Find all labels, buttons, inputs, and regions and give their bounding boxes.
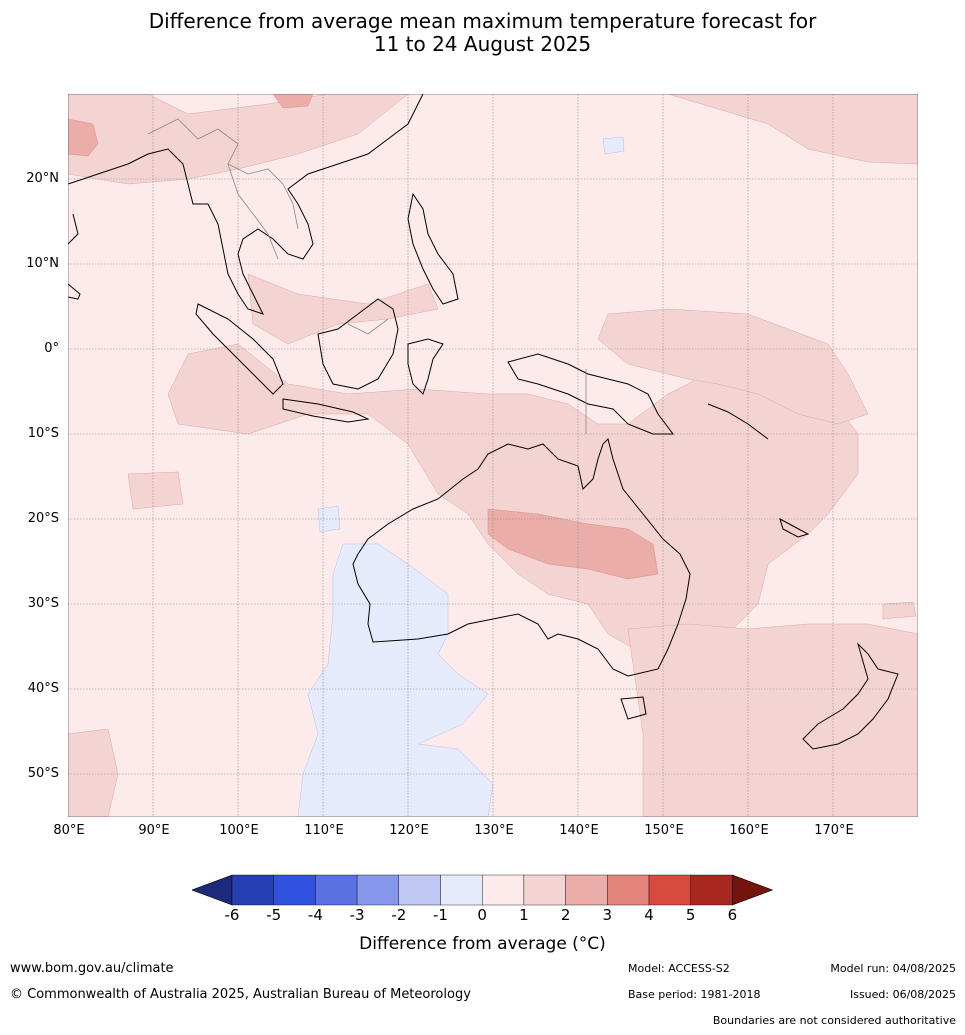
colorbar-segment (482, 874, 525, 906)
tasmania-coastline (620, 696, 647, 720)
india-south-coastline (68, 283, 81, 300)
lat-label-40s: 40°S (27, 681, 59, 696)
lat-label-20n: 20°N (26, 171, 59, 186)
lon-label-100e: 100°E (219, 823, 259, 838)
lon-label-160e: 160°E (729, 823, 769, 838)
colorbar-tick-label: -6 (224, 906, 240, 924)
colorbar-tick-label: -2 (391, 906, 407, 924)
india-coastline (68, 213, 79, 245)
colorbar-extend-high (732, 874, 774, 906)
colorbar-segment (273, 874, 316, 906)
title-line-1: Difference from average mean maximum tem… (148, 9, 817, 33)
footer-disclaimer: Boundaries are not considered authoritat… (712, 1014, 956, 1027)
solomon-islands-coastline (707, 403, 769, 440)
coastlines (68, 94, 899, 750)
asia-coastline (68, 94, 424, 315)
colorbar-tick-label: 4 (644, 906, 654, 924)
map-title: Difference from average mean maximum tem… (0, 10, 965, 56)
map-svg (68, 94, 918, 817)
lon-label-130e: 130°E (474, 823, 514, 838)
lat-label-20s: 20°S (27, 511, 59, 526)
new-caledonia-coastline (779, 517, 810, 538)
new-guinea-coastline (507, 353, 674, 435)
sumatra-coastline (195, 303, 284, 395)
footer-url: www.bom.gov.au/climate (10, 961, 174, 976)
title-line-2: 11 to 24 August 2025 (373, 32, 592, 56)
colorbar-segment (231, 874, 274, 906)
lat-label-0: 0° (44, 341, 59, 356)
colorbar-tick-label: 6 (727, 906, 738, 924)
colorbar-tick-label: -5 (266, 906, 282, 924)
colorbar-extend-low (191, 874, 233, 906)
lon-label-80e: 80°E (53, 823, 85, 838)
sulawesi-coastline (407, 338, 444, 395)
borneo-coastline (317, 298, 399, 390)
colorbar-tick-label: 3 (602, 906, 613, 924)
lon-label-150e: 150°E (644, 823, 684, 838)
lon-label-90e: 90°E (138, 823, 170, 838)
footer-copyright: © Commonwealth of Australia 2025, Austra… (10, 987, 471, 1002)
footer-base-period: Base period: 1981-2018 (628, 988, 761, 1001)
lon-label-170e: 170°E (814, 823, 854, 838)
forecast-map (68, 94, 918, 817)
footer-model: Model: ACCESS-S2 (628, 962, 730, 975)
colorbar-segment (356, 874, 400, 906)
colorbar-tick-label: 2 (560, 906, 571, 924)
colorbar-segment (440, 874, 483, 906)
colorbar-label: Difference from average (°C) (359, 934, 606, 954)
colorbar-segment (398, 874, 441, 906)
new-zealand-coastline (802, 642, 899, 750)
java-coastline (282, 398, 370, 423)
lon-label-120e: 120°E (389, 823, 429, 838)
lat-label-10s: 10°S (27, 426, 59, 441)
colorbar-tick-label: 1 (519, 906, 529, 924)
graticule (68, 94, 918, 817)
anomaly-neg1-to-0-regions (297, 136, 625, 817)
lat-label-50s: 50°S (27, 766, 59, 781)
colorbar-segment (648, 874, 691, 906)
colorbar-segment (565, 874, 608, 906)
colorbar-tick-label: 5 (685, 906, 696, 924)
colorbar-tick-label: -1 (433, 906, 448, 924)
colorbar (191, 874, 774, 910)
colorbar-segment (523, 874, 566, 906)
colorbar-segment (315, 874, 358, 906)
lon-label-140e: 140°E (559, 823, 599, 838)
footer-model-run: Model run: 04/08/2025 (830, 962, 956, 975)
philippines-coastline (407, 192, 459, 305)
colorbar-tick-label: 0 (477, 906, 487, 924)
lon-label-110e: 110°E (304, 823, 344, 838)
colorbar-tick-label: -4 (307, 906, 323, 924)
colorbar-svg (191, 874, 774, 906)
colorbar-tick-label: -3 (349, 906, 365, 924)
australia-coastline (352, 438, 691, 677)
anomaly-2-to-3-regions (68, 94, 659, 580)
colorbar-segment (607, 874, 650, 906)
lat-label-30s: 30°S (27, 596, 59, 611)
colorbar-segment (690, 874, 733, 906)
lat-label-10n: 10°N (26, 256, 59, 271)
footer-issued: Issued: 06/08/2025 (849, 988, 956, 1001)
country-borders (147, 118, 587, 434)
